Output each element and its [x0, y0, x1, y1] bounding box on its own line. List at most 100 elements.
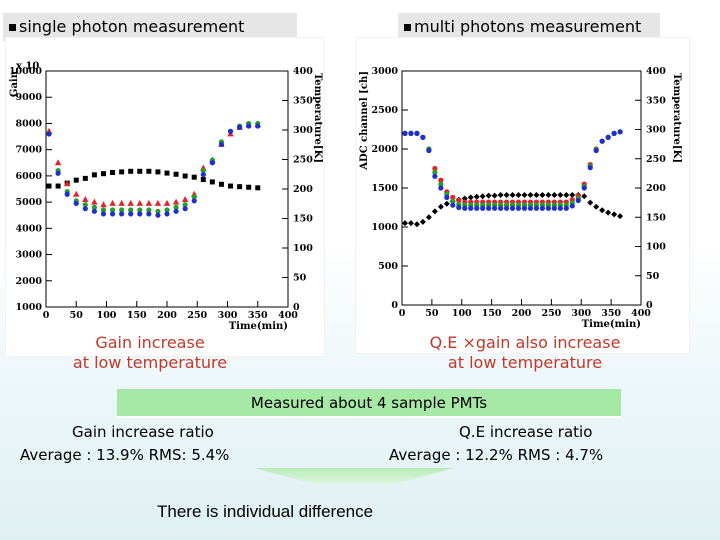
point-pmt-b: [119, 207, 125, 213]
point-temperature: [551, 192, 558, 199]
point-pmt-a: [432, 165, 438, 172]
y2-tick-label: 150: [293, 214, 313, 225]
point-temperature: [110, 169, 116, 175]
point-pmt-c: [474, 205, 480, 211]
point-pmt-c: [246, 123, 252, 129]
point-pmt-b: [155, 208, 161, 214]
point-pmt-b: [182, 202, 188, 208]
y2-tick-label: 400: [293, 66, 313, 77]
point-pmt-c: [209, 160, 215, 166]
point-temperature: [425, 214, 432, 221]
point-pmt-a: [54, 159, 62, 166]
point-temperature: [128, 168, 134, 174]
y-tick-label: 2500: [372, 105, 399, 116]
x-tick-label: 50: [70, 310, 84, 321]
point-pmt-c: [82, 206, 88, 212]
y2-tick-label: 250: [293, 155, 313, 166]
point-pmt-c: [146, 211, 152, 217]
point-pmt-c: [515, 205, 522, 211]
down-arrow-icon: [254, 468, 454, 484]
point-temperature: [191, 174, 197, 180]
point-temperature: [218, 181, 224, 187]
point-pmt-a: [154, 199, 162, 206]
point-temperature: [55, 183, 61, 189]
point-pmt-b: [137, 207, 143, 213]
point-pmt-a: [82, 195, 89, 202]
y-tick-label: 5000: [16, 197, 43, 208]
point-temperature: [46, 183, 52, 189]
point-temperature: [437, 203, 444, 210]
point-temperature: [557, 192, 564, 199]
chart-single-photon: 0 50 100 150 200 250 300 350 4001000200030004000…: [9, 61, 323, 332]
point-pmt-a: [100, 201, 107, 208]
y-tick-label: 1000: [16, 302, 43, 313]
y2-tick-label: 0: [293, 302, 300, 313]
y2-tick-label: 400: [646, 66, 666, 77]
y2-tick-label: 100: [646, 242, 666, 253]
point-pmt-c: [73, 200, 79, 207]
y-tick-label: 6000: [16, 171, 43, 182]
qe-ratio-title: Q.E increase ratio: [459, 423, 593, 441]
point-pmt-c: [593, 147, 599, 154]
point-pmt-c: [486, 205, 492, 211]
point-pmt-c: [438, 185, 444, 191]
point-pmt-c: [100, 211, 107, 217]
x-tick-label: 150: [127, 310, 147, 321]
point-pmt-a: [450, 194, 456, 200]
point-temperature: [533, 192, 540, 199]
point-pmt-b: [450, 198, 456, 204]
point-pmt-a: [456, 197, 462, 204]
gain-ratio-average: Average : 13.9% RMS: 5.4%: [20, 446, 230, 464]
point-temperature: [228, 183, 234, 189]
caption-right-text: multi photons measurement: [414, 17, 642, 36]
y-tick-label: 3000: [372, 66, 399, 77]
gain-ratio-title: Gain increase ratio: [72, 423, 214, 441]
x-tick-label: 250: [187, 310, 207, 321]
point-temperature: [173, 171, 179, 177]
point-temperature: [611, 211, 618, 218]
qe-ratio-average: Average : 12.2% RMS : 4.7%: [389, 446, 604, 464]
point-pmt-c: [91, 208, 97, 214]
point-pmt-a: [145, 199, 153, 206]
point-temperature: [119, 169, 125, 175]
x-tick-label: 50: [425, 308, 439, 319]
y2-tick-label: 200: [293, 184, 313, 195]
y2-tick-label: 300: [293, 125, 313, 136]
point-temperature: [479, 193, 486, 200]
point-pmt-c: [497, 205, 504, 211]
point-pmt-c: [200, 171, 206, 178]
point-pmt-c: [575, 197, 581, 204]
y-tick-label: 10000: [9, 66, 42, 77]
x-tick-label: 0: [399, 308, 406, 319]
point-temperature: [431, 208, 438, 215]
point-pmt-a: [73, 190, 80, 197]
point-temperature: [617, 213, 624, 220]
point-temperature: [485, 192, 492, 199]
y-tick-label: 0: [391, 300, 398, 311]
point-pmt-a: [127, 199, 134, 206]
y2-axis-label: Temperature[K]: [312, 73, 323, 163]
y2-tick-label: 350: [293, 96, 313, 107]
y-tick-label: 8000: [16, 118, 43, 129]
point-temperature: [563, 192, 570, 199]
point-pmt-c: [182, 206, 188, 212]
point-pmt-c: [420, 134, 426, 140]
x-tick-label: 300: [571, 308, 591, 319]
point-pmt-a: [438, 177, 444, 183]
note-right-line1: Q.E ×gain also increase: [429, 333, 621, 352]
point-temperature: [401, 220, 408, 227]
point-pmt-a: [91, 198, 98, 205]
x-tick-label: 350: [601, 308, 621, 319]
plot-border: [45, 70, 289, 308]
y2-tick-label: 50: [293, 273, 307, 284]
point-pmt-b: [200, 168, 206, 174]
point-pmt-c: [492, 205, 498, 211]
y2-tick-label: 250: [646, 154, 666, 165]
x-tick-label: 200: [157, 310, 177, 321]
point-pmt-c: [255, 123, 261, 129]
point-pmt-c: [164, 211, 170, 217]
point-pmt-c: [617, 129, 623, 135]
y-tick-label: 2000: [372, 144, 399, 155]
point-temperature: [155, 169, 161, 175]
point-temperature: [73, 177, 79, 183]
